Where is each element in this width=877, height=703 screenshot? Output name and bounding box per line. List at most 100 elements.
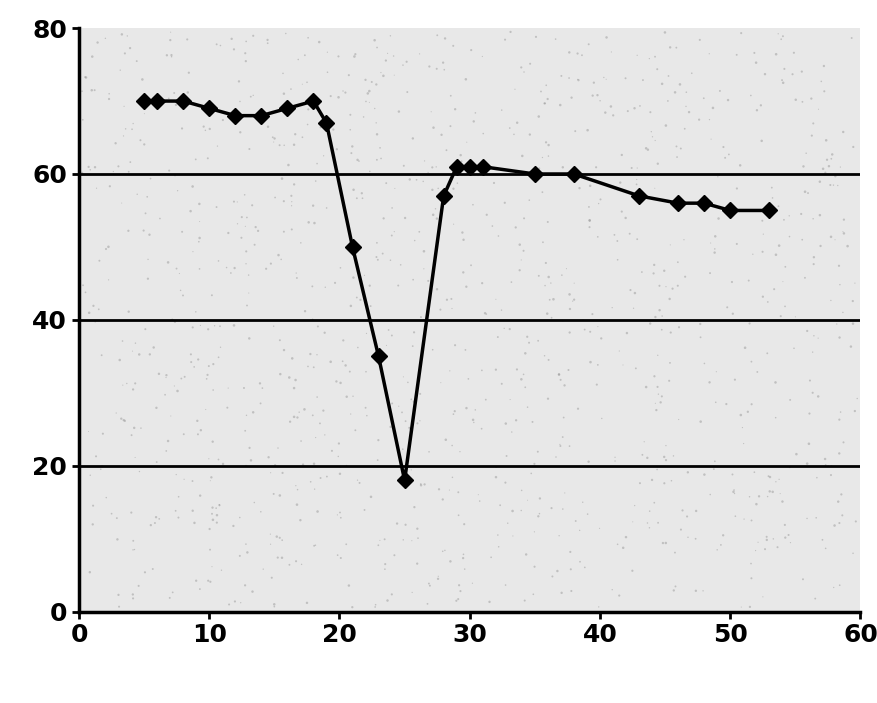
Point — [388, 183, 402, 194]
Point — [488, 461, 503, 472]
Point — [847, 278, 861, 289]
Point — [844, 32, 858, 44]
Point — [336, 335, 350, 346]
Point — [770, 28, 784, 39]
Point — [519, 331, 533, 342]
Point — [437, 64, 451, 75]
Point — [724, 469, 738, 480]
Point — [531, 446, 545, 458]
Point — [378, 55, 392, 66]
Point — [777, 520, 791, 531]
Point — [333, 553, 347, 564]
Point — [86, 519, 100, 530]
Point — [162, 165, 176, 176]
Point — [181, 87, 195, 98]
Point — [146, 563, 160, 574]
Point — [228, 596, 242, 607]
Point — [802, 408, 816, 419]
Point — [341, 70, 355, 81]
Point — [246, 90, 260, 101]
Point — [201, 575, 215, 586]
Point — [646, 370, 660, 382]
Point — [358, 402, 372, 413]
Point — [359, 366, 373, 378]
Point — [226, 520, 240, 531]
Point — [371, 434, 385, 446]
Point — [567, 278, 581, 289]
Point — [567, 126, 581, 137]
Point — [716, 141, 730, 153]
Point — [289, 480, 303, 491]
Point — [565, 295, 579, 307]
Point — [305, 410, 319, 421]
Point — [773, 311, 787, 322]
Point — [192, 233, 206, 244]
Point — [455, 553, 469, 564]
Point — [164, 49, 178, 60]
Point — [494, 378, 508, 389]
Point — [285, 353, 299, 364]
Point — [386, 51, 400, 62]
Point — [331, 451, 345, 462]
Point — [749, 105, 763, 116]
Point — [289, 375, 303, 386]
Point — [171, 491, 185, 503]
Point — [681, 531, 695, 543]
Point — [263, 538, 277, 550]
Point — [607, 229, 621, 240]
Point — [681, 106, 695, 117]
Point — [303, 349, 317, 360]
Point — [597, 107, 611, 118]
Point — [562, 327, 576, 338]
Point — [239, 56, 253, 67]
Point — [406, 413, 420, 424]
Point — [781, 529, 795, 541]
Point — [553, 440, 567, 451]
Point — [137, 108, 151, 120]
Point — [767, 412, 781, 423]
Point — [270, 552, 284, 563]
Point — [827, 520, 841, 531]
Point — [831, 517, 845, 529]
Point — [282, 160, 296, 171]
Point — [520, 495, 534, 506]
Point — [663, 327, 677, 338]
Point — [362, 97, 376, 108]
Point — [557, 380, 571, 391]
Point — [553, 99, 567, 110]
Point — [799, 512, 813, 524]
Point — [770, 541, 784, 553]
Point — [407, 501, 421, 512]
Point — [291, 54, 305, 65]
Point — [234, 212, 248, 223]
Point — [660, 70, 674, 82]
Point — [455, 227, 469, 238]
Point — [504, 427, 518, 438]
Point — [368, 599, 382, 610]
Point — [617, 72, 631, 84]
Point — [625, 516, 639, 527]
Point — [193, 583, 207, 595]
Point — [672, 79, 686, 90]
Point — [531, 510, 545, 522]
Point — [326, 124, 340, 135]
Point — [657, 265, 671, 276]
Point — [88, 84, 102, 96]
Point — [431, 183, 445, 194]
Point — [339, 538, 353, 550]
Point — [517, 348, 531, 359]
Point — [328, 277, 342, 288]
Point — [202, 105, 216, 116]
Point — [470, 169, 484, 181]
Point — [451, 486, 465, 498]
Point — [650, 63, 664, 75]
Point — [183, 349, 197, 360]
Point — [433, 304, 447, 315]
Point — [267, 599, 281, 610]
Point — [240, 547, 254, 558]
Point — [709, 544, 724, 555]
Point — [203, 523, 217, 534]
Point — [417, 155, 431, 167]
Point — [376, 213, 390, 224]
Point — [746, 467, 760, 478]
